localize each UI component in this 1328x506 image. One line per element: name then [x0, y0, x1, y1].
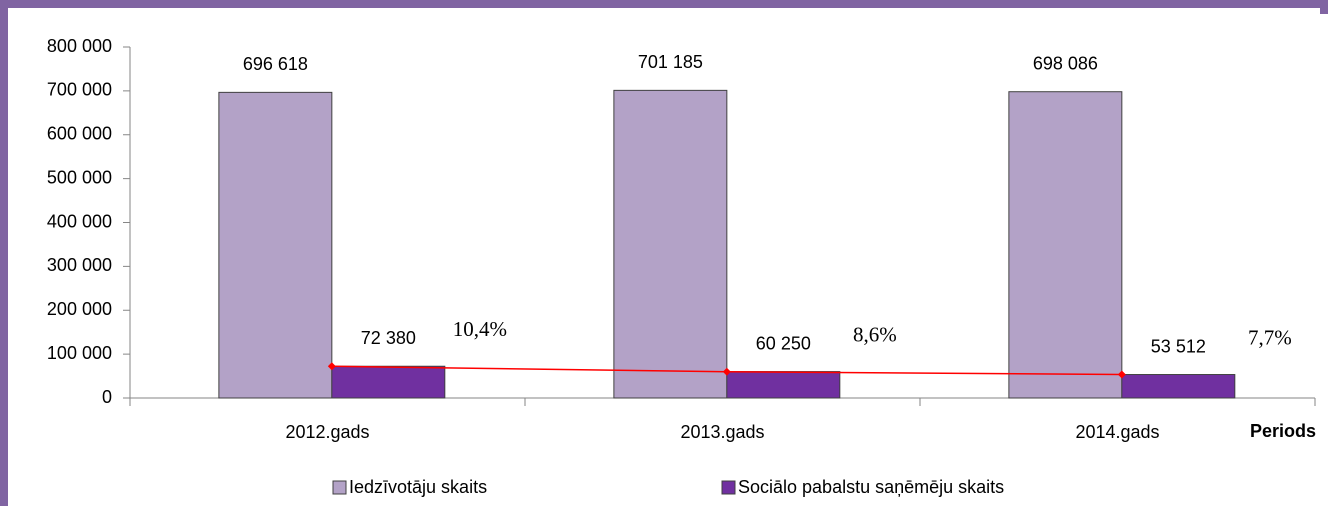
- legend-label: Iedzīvotāju skaits: [349, 477, 487, 497]
- bar-value-label: 53 512: [1151, 336, 1206, 356]
- bar-value-label: 696 618: [243, 54, 308, 74]
- x-tick-label: 2014.gads: [1075, 422, 1159, 442]
- legend-swatch: [332, 480, 347, 495]
- line-value-label: 8,6%: [853, 323, 897, 347]
- bar: [613, 89, 728, 399]
- bar: [218, 91, 333, 399]
- bar-value-label: 698 086: [1033, 53, 1098, 73]
- bar-value-label: 72 380: [361, 328, 416, 348]
- x-axis-label: Periods: [1250, 421, 1316, 441]
- bar: [1008, 91, 1123, 399]
- x-tick-label: 2012.gads: [285, 422, 369, 442]
- line-marker: [327, 362, 336, 371]
- bar: [331, 365, 446, 399]
- frame-right: [1320, 0, 1328, 14]
- x-tick-label: 2013.gads: [680, 422, 764, 442]
- line-marker: [1117, 370, 1126, 379]
- legend-label: Sociālo pabalstu saņēmēju skaits: [738, 477, 1004, 497]
- y-tick-label: 400 000: [47, 211, 112, 231]
- legend-swatch: [721, 480, 736, 495]
- bar: [1121, 374, 1236, 399]
- bar: [726, 371, 841, 399]
- y-tick-label: 200 000: [47, 299, 112, 319]
- y-tick-label: 100 000: [47, 343, 112, 363]
- bar-value-label: 60 250: [756, 333, 811, 353]
- line-value-label: 7,7%: [1248, 325, 1292, 349]
- line-value-label: 10,4%: [453, 317, 507, 341]
- line-marker: [722, 367, 731, 376]
- bar-value-label: 701 185: [638, 52, 703, 72]
- y-tick-label: 700 000: [47, 80, 112, 100]
- frame-left: [0, 0, 8, 506]
- y-tick-label: 600 000: [47, 124, 112, 144]
- y-tick-label: 0: [102, 387, 112, 407]
- frame-top: [0, 0, 1328, 8]
- y-tick-label: 500 000: [47, 167, 112, 187]
- y-tick-label: 800 000: [47, 36, 112, 56]
- y-tick-label: 300 000: [47, 255, 112, 275]
